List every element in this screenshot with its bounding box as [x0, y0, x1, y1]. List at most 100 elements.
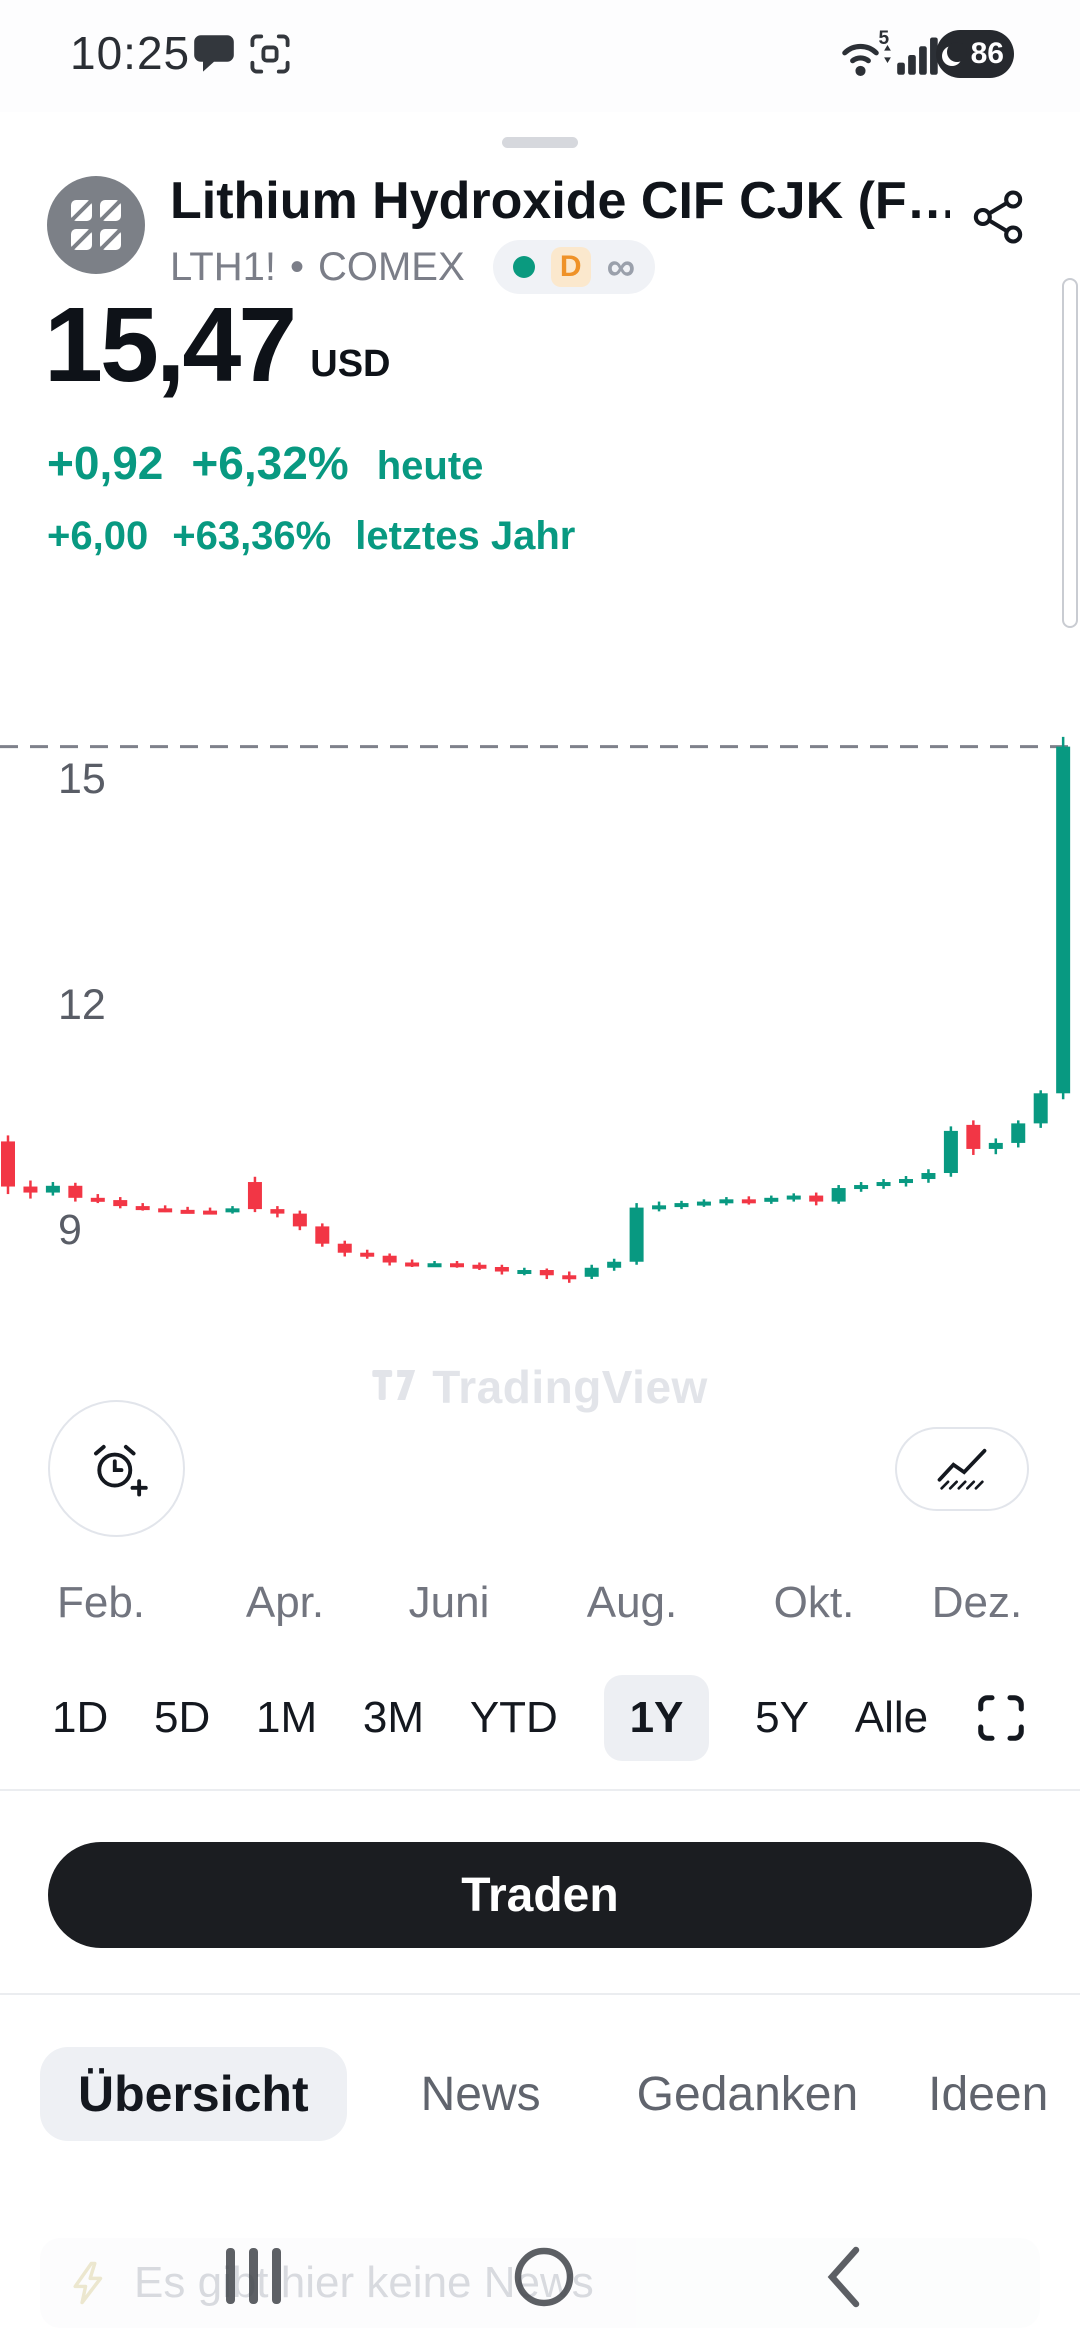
back-button[interactable] — [824, 2244, 864, 2315]
candle-body — [674, 1203, 689, 1208]
range-ytd[interactable]: YTD — [469, 1693, 558, 1742]
tab-uebersicht[interactable]: Übersicht — [40, 2047, 347, 2141]
year-change-pct: +63,36% — [172, 514, 332, 558]
candle-body — [180, 1209, 195, 1214]
chart-style-button[interactable] — [895, 1427, 1029, 1511]
infinity-icon: ∞ — [606, 245, 636, 289]
recents-bar-icon — [226, 2248, 235, 2304]
candle-body — [247, 1182, 262, 1210]
share-button[interactable] — [968, 188, 1028, 248]
candle-body — [517, 1270, 532, 1275]
candle-body — [696, 1201, 711, 1206]
candle-body — [360, 1252, 375, 1257]
chat-notification-icon — [194, 35, 234, 72]
range-selector: 1D 5D 1M 3M YTD 1Y 5Y Alle — [0, 1668, 1080, 1768]
candle-body — [158, 1208, 173, 1213]
candle-body — [292, 1213, 307, 1227]
lightning-icon — [73, 2261, 103, 2305]
navigation-bar — [0, 2240, 1080, 2340]
x-axis-label: Dez. — [931, 1578, 1023, 1627]
today-change-label: heute — [376, 444, 484, 488]
candle-body — [741, 1199, 756, 1204]
recents-bar-icon — [272, 2248, 281, 2304]
scroll-indicator[interactable] — [1062, 278, 1078, 628]
range-5d[interactable]: 5D — [154, 1693, 211, 1742]
candle-body — [988, 1142, 1003, 1149]
fullscreen-icon — [978, 1695, 1024, 1741]
y-axis-tick: 15 — [58, 754, 106, 803]
alarm-clock-plus-icon — [93, 1444, 148, 1496]
fullscreen-button[interactable] — [974, 1691, 1028, 1745]
candle-body — [450, 1263, 464, 1268]
x-axis-label: Okt. — [773, 1578, 855, 1627]
trade-button[interactable]: Traden — [48, 1842, 1032, 1948]
candle-body — [899, 1179, 913, 1184]
recents-bar-icon — [249, 2248, 258, 2304]
x-axis-label: Feb. — [56, 1578, 146, 1627]
symbol-subtitle: LTH1! • COMEX D ∞ — [170, 240, 656, 294]
candle-body — [337, 1243, 352, 1253]
candle-body — [113, 1200, 128, 1207]
candle-body — [382, 1255, 397, 1263]
price-chart[interactable]: TradingView 15 12 9 — [0, 700, 1080, 1420]
bottom-sheet — [0, 119, 1080, 2340]
tradingview-watermark: TradingView — [372, 1360, 708, 1414]
candle-body — [831, 1188, 846, 1202]
divider — [0, 1789, 1080, 1791]
range-3m[interactable]: 3M — [362, 1693, 425, 1742]
candle-body — [921, 1173, 936, 1180]
today-change-abs: +0,92 — [47, 437, 164, 489]
tab-news[interactable]: News — [420, 2067, 541, 2121]
candle-body — [1056, 746, 1071, 1094]
price-currency: USD — [310, 343, 391, 385]
range-alle[interactable]: Alle — [854, 1693, 929, 1742]
candle-body — [45, 1185, 60, 1193]
status-bar: 10:25 5 86 — [0, 0, 1080, 112]
separator-dot: • — [289, 244, 304, 289]
candle-body — [203, 1210, 218, 1215]
range-1m[interactable]: 1M — [256, 1693, 318, 1742]
candle-body — [1011, 1123, 1026, 1143]
candle-body — [854, 1185, 869, 1190]
drag-handle[interactable] — [502, 137, 578, 148]
candle-body — [966, 1124, 981, 1149]
range-5y[interactable]: 5Y — [755, 1693, 809, 1742]
candle-body — [1033, 1093, 1048, 1124]
today-change-pct: +6,32% — [191, 437, 349, 489]
candle-body — [876, 1182, 891, 1187]
candle-body — [23, 1186, 38, 1193]
candle-body — [719, 1199, 734, 1204]
y-axis-tick: 12 — [58, 980, 106, 1029]
candle-body — [607, 1261, 622, 1268]
divider — [0, 1993, 1080, 1995]
chart-style-icon — [937, 1448, 987, 1490]
candle-body — [315, 1226, 330, 1244]
candle-body — [629, 1207, 644, 1262]
candles-layer — [0, 736, 1080, 1283]
symbol-badges[interactable]: D ∞ — [492, 240, 656, 294]
year-change-abs: +6,00 — [47, 514, 149, 558]
recents-button[interactable] — [226, 2248, 281, 2304]
tab-gedanken[interactable]: Gedanken — [636, 2067, 859, 2121]
battery-indicator: 86 — [936, 30, 1014, 78]
candle-body — [405, 1262, 420, 1267]
tab-ideen[interactable]: Ideen — [928, 2067, 1049, 2121]
symbol-title: Lithium Hydroxide CIF CJK (F… — [170, 172, 950, 230]
battery-percent: 86 — [970, 37, 1004, 70]
today-change: +0,92 +6,32% heute — [47, 436, 483, 490]
status-time: 10:25 — [70, 27, 191, 79]
range-1y-selected[interactable]: 1Y — [603, 1675, 710, 1761]
candle-body — [472, 1264, 487, 1269]
candle-body — [652, 1205, 667, 1210]
x-axis-labels: Feb. Apr. Juni Aug. Okt. Dez. — [0, 1578, 1080, 1632]
range-1d[interactable]: 1D — [52, 1693, 109, 1742]
y-axis-tick: 9 — [58, 1206, 82, 1255]
back-chevron-icon — [827, 2246, 860, 2308]
x-axis-label: Apr. — [245, 1578, 325, 1627]
candle-body — [225, 1208, 240, 1213]
x-axis-label: Juni — [408, 1578, 490, 1627]
home-button[interactable] — [513, 2246, 575, 2313]
add-alert-button[interactable] — [48, 1400, 185, 1537]
home-circle-icon — [514, 2247, 574, 2307]
